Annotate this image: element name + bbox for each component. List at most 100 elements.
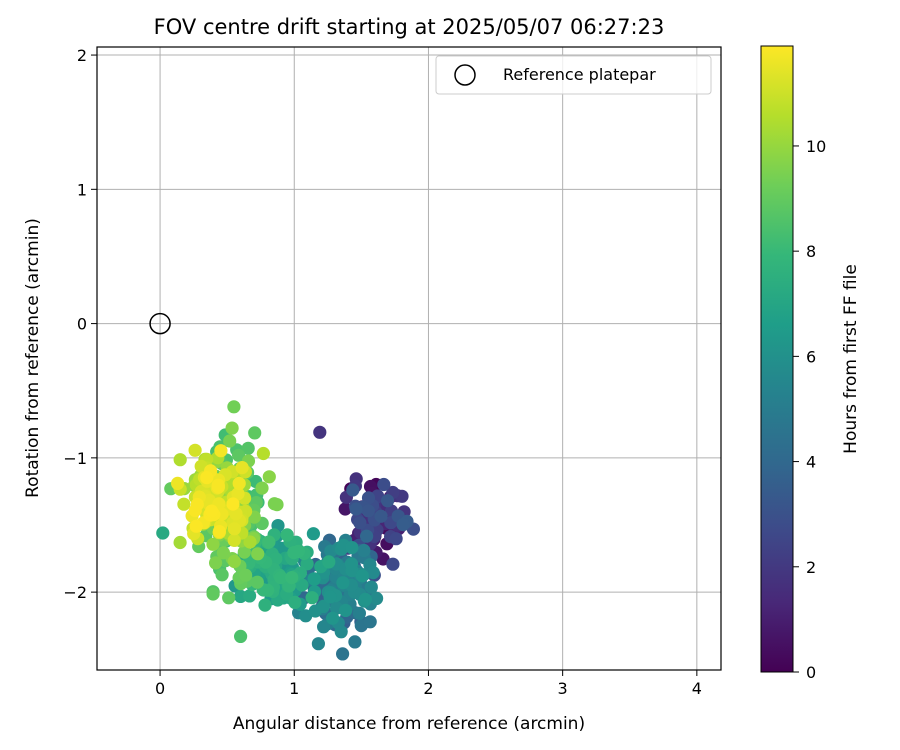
y-ticks: −2 −1 0 1 2: [63, 46, 97, 602]
data-point: [326, 611, 340, 625]
colorbar-tick-label: 8: [806, 242, 816, 261]
data-point: [274, 571, 288, 585]
colorbar-tick-label: 4: [806, 453, 816, 472]
data-point: [212, 525, 226, 539]
data-point: [232, 448, 246, 462]
data-point: [190, 497, 204, 512]
data-point: [316, 599, 330, 614]
data-point: [173, 535, 187, 550]
data-point: [311, 637, 325, 651]
data-point: [237, 545, 251, 559]
y-axis-label: Rotation from reference (arcmin): [23, 218, 43, 498]
scatter-points: [156, 400, 420, 661]
x-axis-label: Angular distance from reference (arcmin): [233, 714, 585, 734]
data-point: [338, 502, 352, 516]
data-point: [243, 535, 257, 549]
data-point: [235, 461, 249, 475]
data-point: [352, 606, 366, 620]
legend: Reference platepar: [435, 55, 712, 95]
data-point: [363, 615, 377, 629]
colorbar-ticks: 0 2 4 6 8 10: [793, 137, 826, 682]
data-point: [255, 481, 269, 495]
y-tick-label: −2: [63, 583, 87, 602]
data-point: [355, 569, 369, 583]
data-point: [305, 591, 319, 605]
data-point: [227, 533, 241, 547]
colorbar: [760, 45, 794, 673]
data-point: [380, 494, 395, 508]
chart-title: FOV centre drift starting at 2025/05/07 …: [154, 15, 665, 39]
data-point: [300, 557, 314, 571]
y-tick-label: −1: [63, 449, 87, 468]
data-point: [188, 443, 202, 457]
x-tick-label: 4: [692, 679, 702, 698]
data-point: [386, 557, 400, 571]
legend-box: [435, 55, 712, 95]
data-point: [364, 580, 378, 594]
gridlines: [97, 47, 721, 670]
data-point: [258, 598, 272, 612]
data-point: [270, 498, 284, 512]
data-point: [227, 400, 241, 414]
data-point: [377, 477, 391, 492]
reference-point: [149, 312, 171, 335]
data-point: [339, 603, 353, 618]
colorbar-label: Hours from first FF file: [841, 264, 861, 454]
data-point: [156, 526, 170, 540]
data-point: [206, 537, 220, 551]
colorbar-tick-label: 6: [806, 347, 816, 366]
data-point: [313, 425, 327, 439]
data-point: [280, 528, 294, 542]
data-point: [200, 471, 214, 485]
data-point: [177, 497, 191, 511]
data-point: [251, 547, 265, 561]
data-point: [269, 552, 283, 566]
x-tick-label: 1: [289, 679, 299, 698]
data-point: [227, 554, 241, 569]
data-point: [215, 568, 229, 582]
data-point: [322, 555, 336, 569]
data-point: [256, 446, 270, 461]
data-point: [239, 568, 253, 582]
data-point: [317, 620, 331, 634]
plot-frame: [96, 46, 722, 671]
y-tick-label: 2: [77, 46, 87, 65]
data-point: [232, 476, 246, 490]
data-point: [248, 426, 262, 440]
x-tick-label: 2: [423, 679, 433, 698]
data-point: [349, 502, 363, 516]
y-tick-label: 0: [77, 315, 87, 334]
data-point: [374, 509, 388, 523]
data-point: [231, 487, 245, 501]
colorbar-tick-label: 2: [806, 558, 816, 577]
colorbar-tick-label: 0: [806, 663, 816, 682]
data-point: [306, 527, 320, 541]
data-point: [358, 592, 372, 607]
data-point: [225, 421, 239, 435]
data-point: [389, 532, 403, 546]
data-point: [287, 546, 301, 560]
x-tick-label: 3: [558, 679, 568, 698]
data-point: [262, 470, 276, 484]
data-point: [262, 535, 276, 549]
data-point: [288, 595, 302, 610]
data-point: [295, 578, 309, 592]
data-point: [226, 497, 240, 511]
data-point: [370, 591, 384, 606]
data-point: [189, 519, 203, 533]
data-point: [171, 476, 185, 490]
data-point: [222, 591, 236, 605]
y-tick-label: 1: [77, 180, 87, 199]
data-point: [396, 518, 410, 532]
x-tick-label: 0: [155, 679, 165, 698]
data-point: [357, 543, 371, 558]
data-point: [307, 572, 321, 586]
data-point: [211, 478, 225, 492]
data-point: [323, 590, 337, 604]
data-point: [241, 441, 255, 455]
data-point: [360, 529, 374, 543]
data-point: [336, 576, 350, 590]
data-point: [173, 453, 187, 467]
data-point: [250, 575, 264, 589]
